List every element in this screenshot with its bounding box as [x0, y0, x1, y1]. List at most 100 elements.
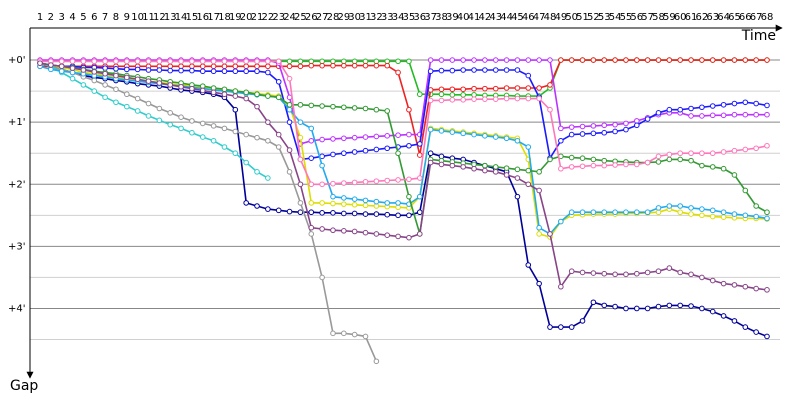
data-point [612, 303, 618, 310]
data-point [666, 156, 673, 163]
data-point [221, 63, 228, 70]
data-point [384, 177, 391, 184]
data-point [221, 91, 228, 98]
x-tick-label: 36 [413, 12, 426, 23]
data-point [243, 95, 249, 102]
data-point [720, 101, 727, 108]
data-point [753, 329, 759, 335]
data-point [330, 103, 336, 110]
data-point [709, 112, 716, 119]
data-point [482, 133, 488, 139]
data-point [427, 57, 434, 63]
data-point [395, 177, 401, 183]
data-point [243, 89, 249, 96]
data-point [601, 129, 608, 136]
data-point [406, 212, 412, 219]
x-tick-label: 48 [544, 12, 557, 23]
data-point [720, 209, 727, 216]
data-point [319, 162, 325, 169]
data-point [199, 68, 206, 75]
data-point [471, 165, 477, 172]
data-point [210, 137, 217, 144]
x-tick-label: 52 [587, 12, 600, 23]
data-point [351, 179, 358, 186]
data-point [330, 210, 336, 216]
data-point [764, 111, 770, 118]
data-point [178, 83, 184, 90]
data-point [243, 200, 249, 206]
x-tick-label: 1 [37, 12, 43, 23]
data-point [319, 181, 325, 188]
data-point [319, 226, 325, 232]
data-point [612, 162, 618, 168]
data-point [655, 57, 662, 63]
data-point [525, 262, 532, 268]
data-point [492, 169, 499, 175]
data-point [699, 57, 705, 63]
data-point [330, 180, 336, 187]
data-point [677, 209, 683, 216]
data-point [666, 302, 673, 309]
data-point [482, 167, 488, 174]
data-point [699, 162, 705, 169]
data-point [688, 303, 694, 309]
data-point [699, 274, 705, 281]
data-point [330, 136, 336, 142]
x-tick-label: 7 [102, 12, 108, 23]
data-point [406, 176, 412, 183]
x-tick-label: 28 [327, 12, 340, 23]
data-point [460, 92, 466, 98]
data-point [471, 57, 477, 63]
data-point [297, 58, 304, 65]
data-point [189, 129, 195, 136]
data-point [351, 134, 358, 141]
x-tick-label: 38 [435, 12, 448, 23]
y-tick-label: +3' [8, 241, 26, 252]
data-point [134, 76, 141, 83]
data-point [568, 324, 575, 330]
data-point [351, 228, 358, 235]
data-point [156, 58, 163, 65]
data-point [265, 93, 271, 99]
data-point [623, 161, 629, 168]
data-point [666, 57, 673, 63]
x-tick-label: 31 [359, 12, 372, 23]
data-point [416, 152, 423, 158]
data-point [373, 106, 380, 113]
data-point [514, 85, 521, 91]
data-point [460, 130, 466, 137]
data-point [536, 187, 542, 194]
data-point [644, 159, 651, 166]
data-point [330, 330, 336, 337]
data-point [547, 231, 553, 237]
data-point [286, 75, 293, 82]
data-point [416, 91, 423, 98]
data-point [319, 200, 325, 206]
data-point [254, 91, 260, 98]
data-point [731, 147, 738, 154]
data-point [221, 68, 228, 75]
data-point [275, 144, 282, 150]
data-point [764, 102, 770, 109]
data-point [677, 150, 683, 157]
x-tick-label: 14 [175, 12, 188, 23]
data-point [341, 104, 347, 111]
data-point [254, 103, 260, 110]
data-point [471, 96, 477, 102]
data-point [384, 62, 391, 69]
data-point [579, 131, 586, 137]
x-tick-label: 33 [381, 12, 394, 23]
data-point [341, 180, 347, 186]
data-point [449, 67, 456, 74]
x-tick-label: 57 [641, 12, 654, 23]
data-point [134, 66, 141, 73]
data-point [742, 99, 749, 106]
data-point [362, 202, 369, 209]
data-point [373, 146, 380, 153]
data-point [623, 305, 629, 312]
data-point [688, 205, 694, 211]
data-point [633, 270, 640, 277]
x-tick-label: 35 [403, 12, 416, 23]
data-point [406, 58, 412, 65]
